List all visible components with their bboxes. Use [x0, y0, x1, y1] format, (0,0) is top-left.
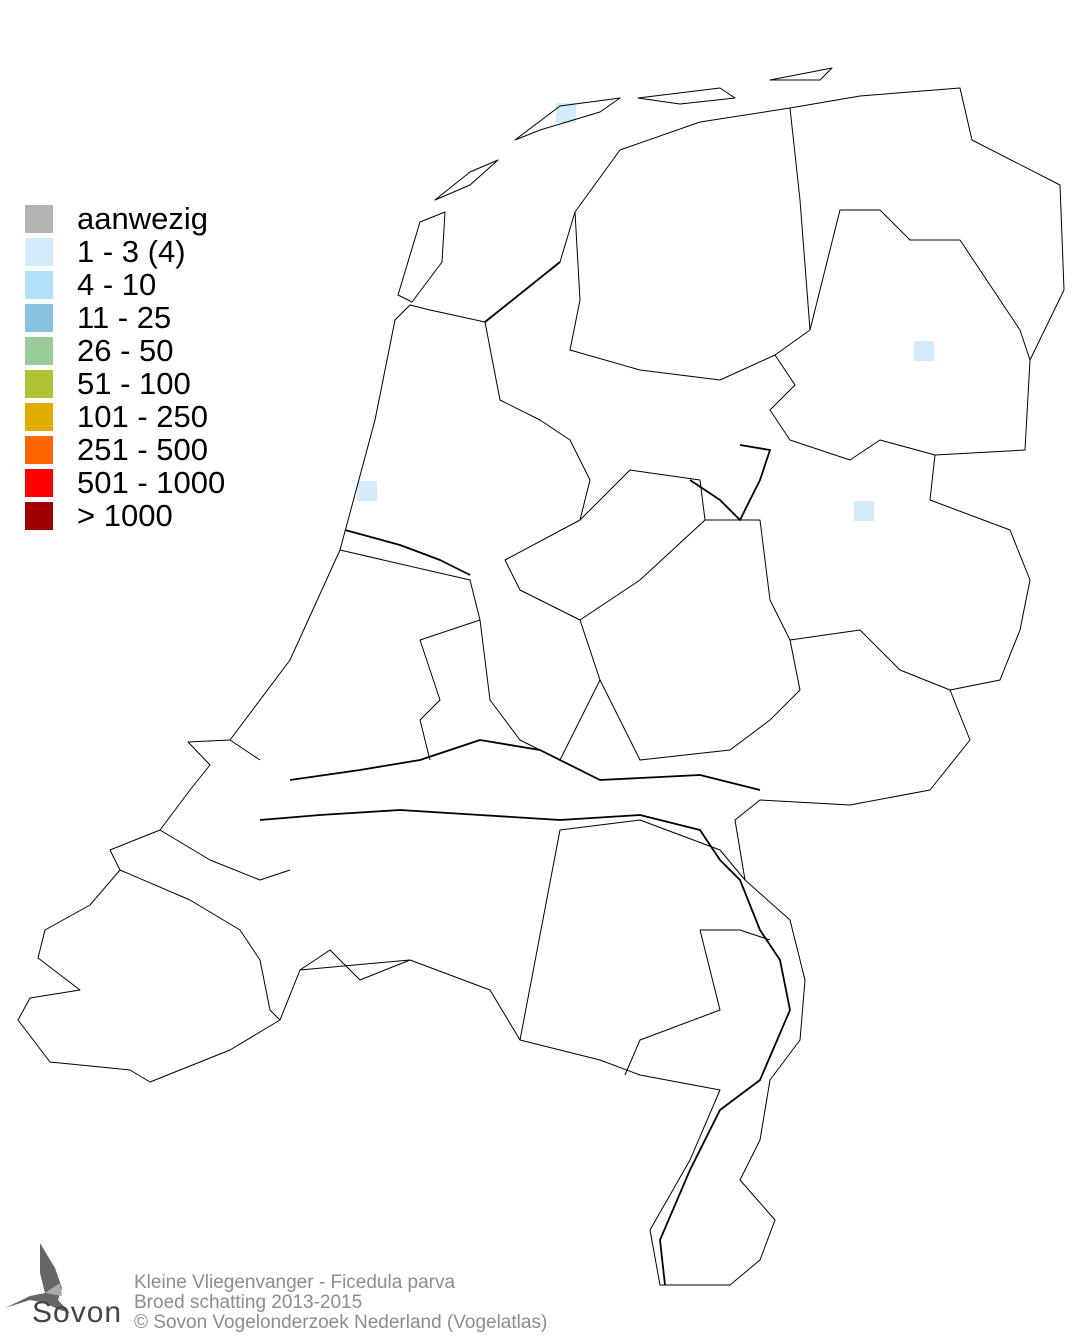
- sovon-swallow-logo: [5, 1243, 70, 1313]
- island-schiermonnikoog: [769, 67, 833, 81]
- legend-label: > 1000: [77, 498, 173, 533]
- legend-swatch: [25, 238, 53, 266]
- legend-label: 1 - 3 (4): [77, 234, 186, 269]
- legend-swatch: [25, 403, 53, 431]
- river-maas: [259, 809, 791, 1286]
- border-gelderland: [579, 619, 801, 761]
- legend-swatch: [25, 436, 53, 464]
- legend-swatch: [25, 502, 53, 530]
- border-zuidholland: [419, 639, 441, 761]
- distribution-cell: [854, 501, 874, 521]
- border-zeeland: [119, 739, 291, 1021]
- legend-swatch: [25, 304, 53, 332]
- border-brabant: [299, 819, 746, 1041]
- border-drenthe: [809, 209, 1031, 361]
- legend-label: 501 - 1000: [77, 465, 226, 500]
- legend-swatch: [25, 370, 53, 398]
- island-vlieland: [434, 159, 499, 201]
- legend-swatch: [25, 271, 53, 299]
- legend-swatch: [25, 469, 53, 497]
- legend-label: 101 - 250: [77, 399, 208, 434]
- distribution-cell: [357, 481, 377, 501]
- legend-label: 251 - 500: [77, 432, 208, 467]
- distribution-cells: [357, 103, 934, 521]
- country-outline: [17, 87, 1065, 1286]
- border-utrecht: [479, 619, 601, 761]
- river-waal: [289, 739, 761, 791]
- legend-swatch: [25, 205, 53, 233]
- legend-swatch: [25, 337, 53, 365]
- island-texel: [397, 211, 446, 303]
- border-overijssel: [705, 354, 951, 691]
- river-ijssel: [689, 444, 771, 521]
- legend-label: 4 - 10: [77, 267, 157, 302]
- border-friesland: [569, 107, 811, 381]
- legend-label: aanwezig: [77, 201, 208, 236]
- border-noordholland: [339, 321, 591, 641]
- flevoland: [504, 469, 706, 621]
- island-terschelling: [514, 97, 621, 141]
- copyright-notice: © Sovon Vogelonderzoek Nederland (Vogela…: [134, 1312, 548, 1333]
- legend-label: 11 - 25: [77, 300, 172, 335]
- river-amsterdam-canal: [344, 529, 471, 576]
- distribution-cell: [914, 341, 934, 361]
- afsluitdijk: [484, 261, 561, 323]
- island-ameland: [637, 87, 736, 105]
- border-limburg: [624, 929, 771, 1076]
- species-name: Kleine Vliegenvanger - Ficedula parva: [134, 1272, 456, 1293]
- sovon-logo-text: Sovon: [32, 1296, 123, 1329]
- map-caption: Kleine Vliegenvanger - Ficedula parva Br…: [134, 1273, 547, 1333]
- distribution-cell: [556, 103, 576, 123]
- legend-label: 51 - 100: [77, 366, 191, 401]
- legend-label: 26 - 50: [77, 333, 174, 368]
- survey-subtitle: Broed schatting 2013-2015: [134, 1292, 363, 1313]
